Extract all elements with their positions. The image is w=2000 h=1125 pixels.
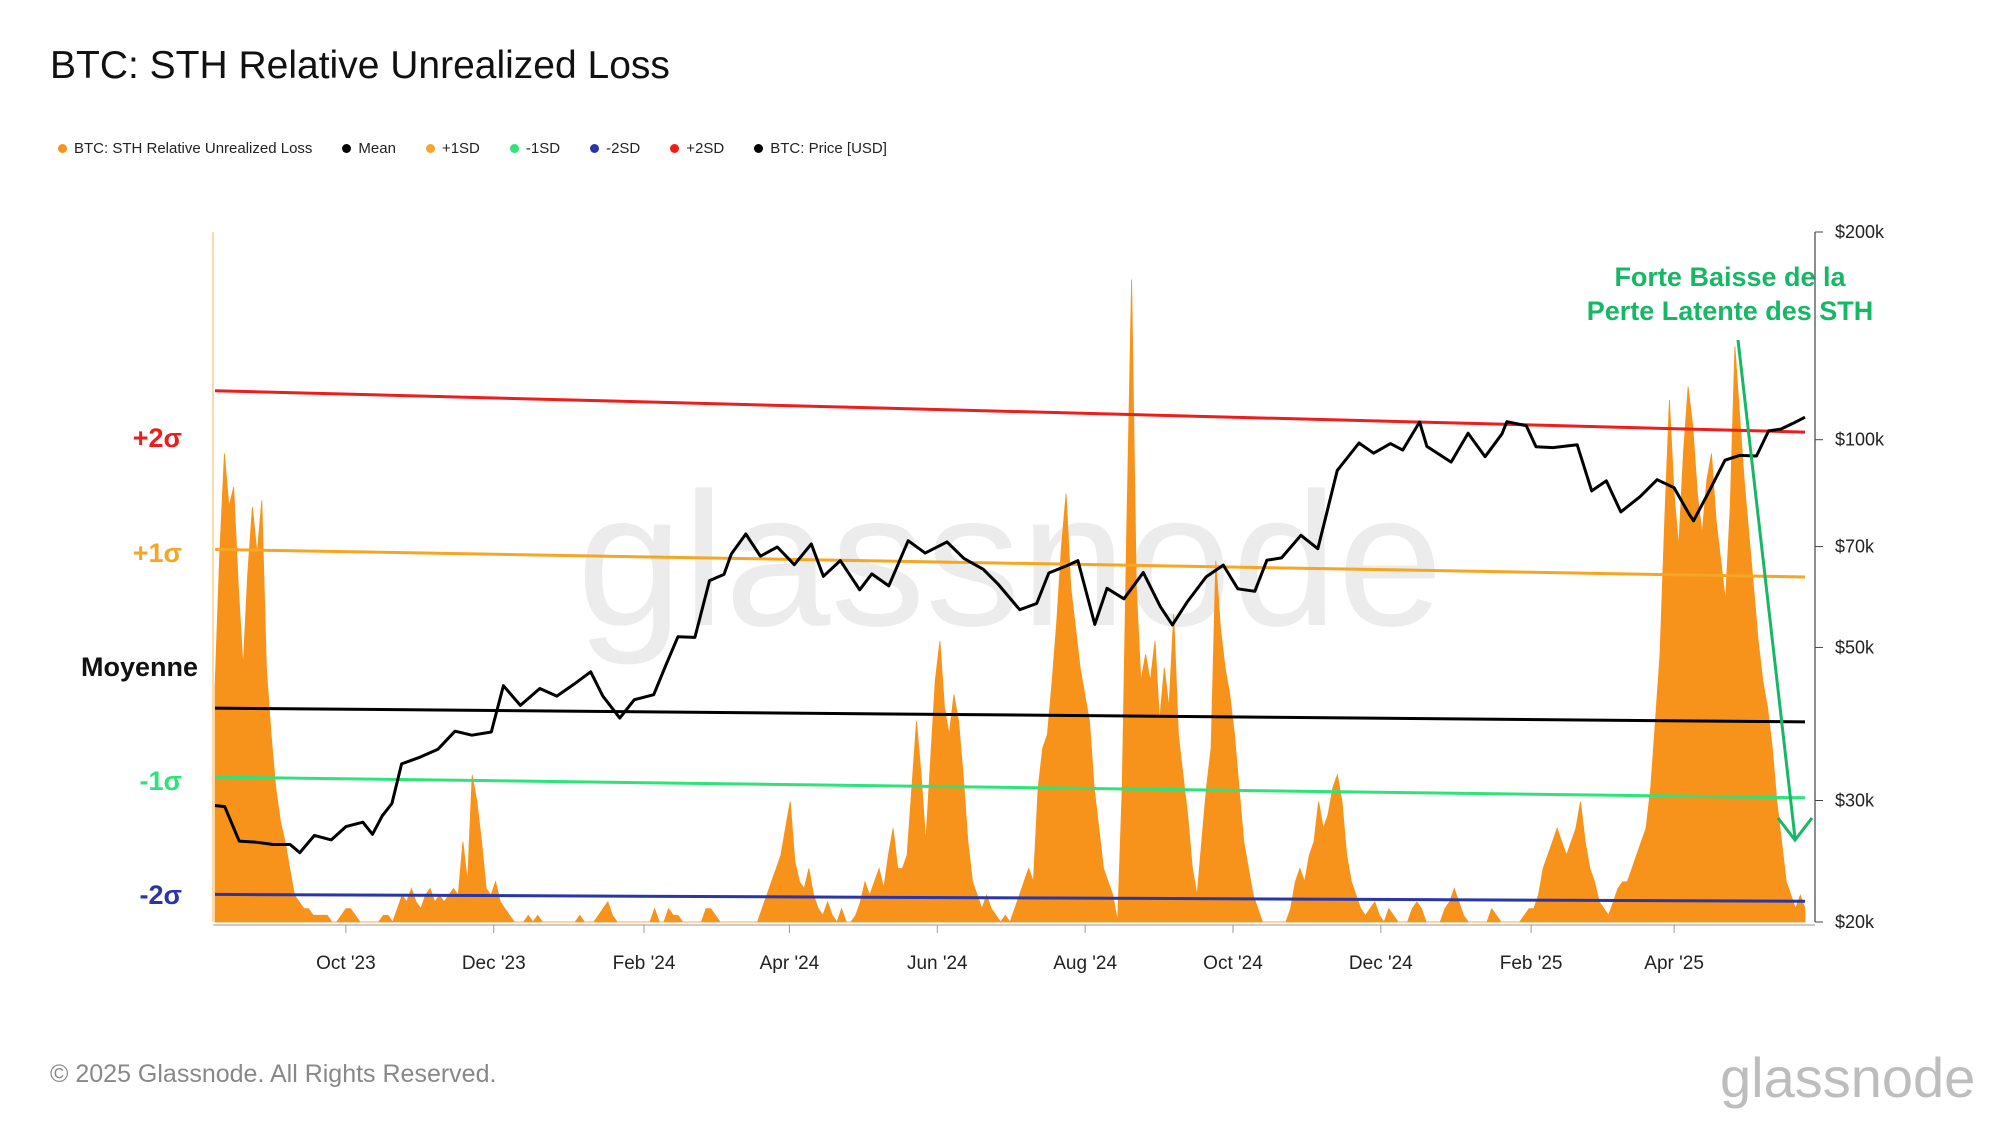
band-line-1sd (214, 547, 1806, 579)
sigma-label-plus2: +2σ (132, 423, 182, 453)
price-line (214, 415, 1806, 855)
glassnode-logo: glassnode (1720, 1046, 1976, 1109)
annotation-arrow-line (1736, 339, 1797, 839)
x-tick-label: Aug '24 (1053, 953, 1117, 974)
legend-item[interactable]: +1SD (425, 140, 480, 157)
chart-title: BTC: STH Relative Unrealized Loss (50, 44, 670, 87)
annotation-line1: Forte Baisse de la (1614, 262, 1846, 292)
legend-label: Mean (358, 140, 396, 157)
annotation-text: Forte Baisse de la Perte Latente des STH (1560, 260, 1900, 328)
axes: $200k $100k $70k $50k $30k $20k Oct '23 Dec '23… (212, 222, 1885, 974)
y-tick-label: $70k (1835, 537, 1875, 557)
legend-label: -1SD (525, 140, 561, 157)
x-tick-label: Feb '24 (613, 953, 676, 974)
legend-item[interactable]: -1SD (509, 140, 561, 157)
legend-dot-icon (342, 144, 352, 153)
copyright: © 2025 Glassnode. All Rights Reserved. (50, 1060, 497, 1088)
annotation-arrowhead-icon (1776, 817, 1814, 843)
sigma-label-plus1: +1σ (132, 538, 182, 568)
legend-label: -2SD (606, 140, 641, 157)
legend-item[interactable]: BTC: Price [USD] (754, 140, 887, 157)
x-tick-label: Feb '25 (1500, 953, 1563, 974)
y-tick-label: $20k (1835, 912, 1875, 932)
legend-label: +2SD (686, 140, 725, 157)
legend-item[interactable]: BTC: STH Relative Unrealized Loss (58, 140, 312, 157)
legend-item[interactable]: +2SD (670, 140, 724, 157)
watermark: glassnode (577, 454, 1443, 666)
legend-dot-icon (509, 144, 519, 153)
legend-label: +1SD (441, 140, 480, 157)
y-tick-label: $50k (1835, 637, 1875, 657)
legend: BTC: STH Relative Unrealized Loss Mean +1S… (58, 140, 887, 157)
band-line-2sd (214, 389, 1806, 434)
x-tick-label: Oct '24 (1203, 953, 1263, 974)
band-line-1sd (214, 775, 1806, 800)
y-tick-label: $30k (1835, 790, 1875, 810)
watermark-text: glassnode (577, 454, 1443, 666)
x-tick-label: Dec '24 (1349, 953, 1413, 974)
x-tick-label: Apr '25 (1644, 953, 1704, 974)
legend-item[interactable]: Mean (342, 140, 396, 157)
price-line-path (214, 415, 1806, 855)
sigma-label-minus2: -2σ (139, 880, 182, 910)
legend-dot-icon (425, 144, 435, 153)
legend-item[interactable]: -2SD (590, 140, 640, 157)
legend-dot-icon (754, 144, 764, 153)
legend-dot-icon (670, 144, 680, 153)
band-line-2sd (214, 892, 1806, 903)
annotation-line2: Perte Latente des STH (1586, 296, 1874, 326)
x-tick-label: Dec '23 (462, 953, 526, 974)
legend-dot-icon (58, 144, 67, 153)
x-tick-label: Jun '24 (907, 953, 968, 974)
sigma-label-mean: Moyenne (80, 652, 198, 682)
sigma-label-minus1: -1σ (139, 766, 182, 796)
legend-dot-icon (590, 144, 600, 153)
legend-label: BTC: Price [USD] (770, 140, 887, 157)
band-line-mean (214, 706, 1806, 724)
sigma-bands (214, 389, 1806, 903)
legend-label: BTC: STH Relative Unrealized Loss (74, 140, 313, 157)
sth-loss-area-path (214, 279, 1806, 923)
y-tick-label: $200k (1835, 222, 1885, 242)
y-tick-label: $100k (1835, 430, 1885, 450)
sth-loss-area (214, 279, 1806, 923)
annotation-arrow (1736, 339, 1814, 843)
x-tick-label: Oct '23 (316, 953, 376, 974)
x-tick-label: Apr '24 (760, 953, 820, 974)
